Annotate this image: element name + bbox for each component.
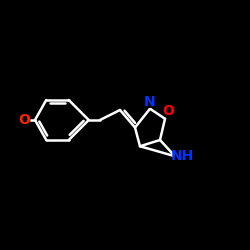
Text: NH: NH <box>171 149 194 163</box>
Circle shape <box>144 96 156 107</box>
Text: O: O <box>18 113 30 127</box>
Circle shape <box>19 114 30 126</box>
Circle shape <box>175 149 190 164</box>
Circle shape <box>162 106 173 117</box>
Text: N: N <box>144 95 156 109</box>
Text: O: O <box>162 104 174 118</box>
